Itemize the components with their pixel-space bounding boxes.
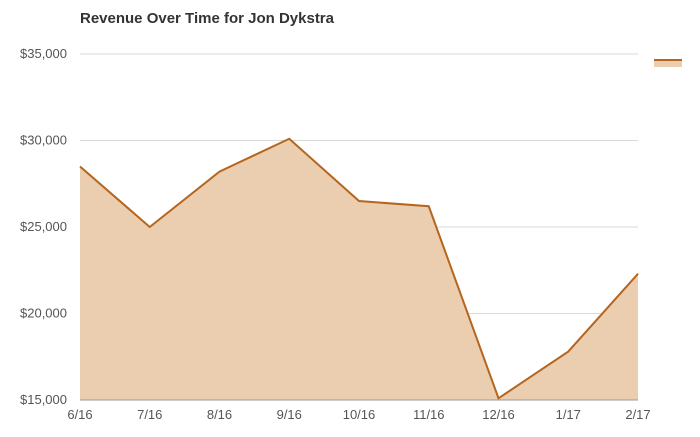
y-tick-label: $25,000 bbox=[20, 219, 67, 234]
x-tick-label: 1/17 bbox=[556, 407, 581, 422]
x-tick-label: 2/17 bbox=[625, 407, 650, 422]
legend-swatch[interactable] bbox=[654, 59, 682, 67]
y-tick-label: $30,000 bbox=[20, 133, 67, 148]
y-tick-label: $15,000 bbox=[20, 392, 67, 407]
x-tick-label: 12/16 bbox=[482, 407, 515, 422]
x-tick-label: 10/16 bbox=[343, 407, 376, 422]
y-tick-label: $20,000 bbox=[20, 306, 67, 321]
x-tick-label: 9/16 bbox=[277, 407, 302, 422]
series-line bbox=[79, 137, 639, 400]
y-tick-label: $35,000 bbox=[20, 46, 67, 61]
x-tick-label: 7/16 bbox=[137, 407, 162, 422]
chart-title: Revenue Over Time for Jon Dykstra bbox=[80, 10, 334, 27]
x-tick-label: 6/16 bbox=[67, 407, 92, 422]
series-area-fill bbox=[80, 138, 638, 400]
x-tick-label: 8/16 bbox=[207, 407, 232, 422]
x-tick-label: 11/16 bbox=[413, 407, 445, 422]
